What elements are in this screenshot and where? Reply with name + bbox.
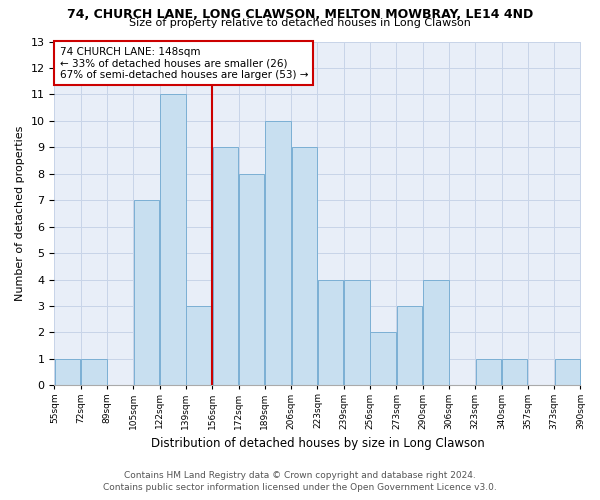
Bar <box>502 359 527 386</box>
Bar <box>81 359 107 386</box>
X-axis label: Distribution of detached houses by size in Long Clawson: Distribution of detached houses by size … <box>151 437 484 450</box>
Bar <box>370 332 396 386</box>
Bar <box>55 359 80 386</box>
Bar <box>397 306 422 386</box>
Bar <box>318 280 343 386</box>
Bar <box>239 174 265 386</box>
Bar <box>187 306 212 386</box>
Bar <box>212 148 238 386</box>
Bar <box>554 359 580 386</box>
Bar <box>134 200 159 386</box>
Bar <box>292 148 317 386</box>
Text: 74, CHURCH LANE, LONG CLAWSON, MELTON MOWBRAY, LE14 4ND: 74, CHURCH LANE, LONG CLAWSON, MELTON MO… <box>67 8 533 20</box>
Bar <box>476 359 501 386</box>
Bar <box>160 94 185 386</box>
Bar <box>423 280 449 386</box>
Text: 74 CHURCH LANE: 148sqm
← 33% of detached houses are smaller (26)
67% of semi-det: 74 CHURCH LANE: 148sqm ← 33% of detached… <box>59 46 308 80</box>
Text: Size of property relative to detached houses in Long Clawson: Size of property relative to detached ho… <box>129 18 471 28</box>
Text: Contains HM Land Registry data © Crown copyright and database right 2024.
Contai: Contains HM Land Registry data © Crown c… <box>103 471 497 492</box>
Y-axis label: Number of detached properties: Number of detached properties <box>15 126 25 301</box>
Bar <box>265 121 291 386</box>
Bar <box>344 280 370 386</box>
